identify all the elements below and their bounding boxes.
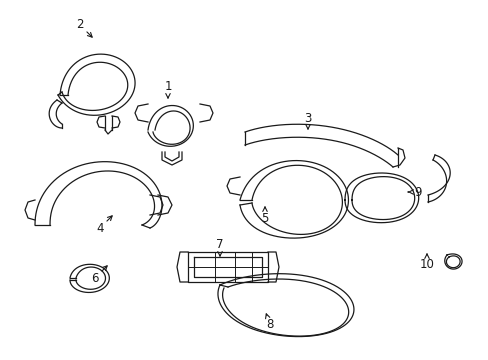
- Text: 5: 5: [261, 211, 268, 225]
- Text: 9: 9: [413, 185, 421, 198]
- Text: 4: 4: [96, 221, 103, 234]
- Text: 10: 10: [419, 258, 433, 271]
- Text: 1: 1: [164, 81, 171, 94]
- Text: 2: 2: [76, 18, 83, 31]
- Text: 3: 3: [304, 112, 311, 125]
- Text: 6: 6: [91, 271, 99, 284]
- Text: 7: 7: [216, 238, 224, 252]
- Text: 8: 8: [266, 319, 273, 332]
